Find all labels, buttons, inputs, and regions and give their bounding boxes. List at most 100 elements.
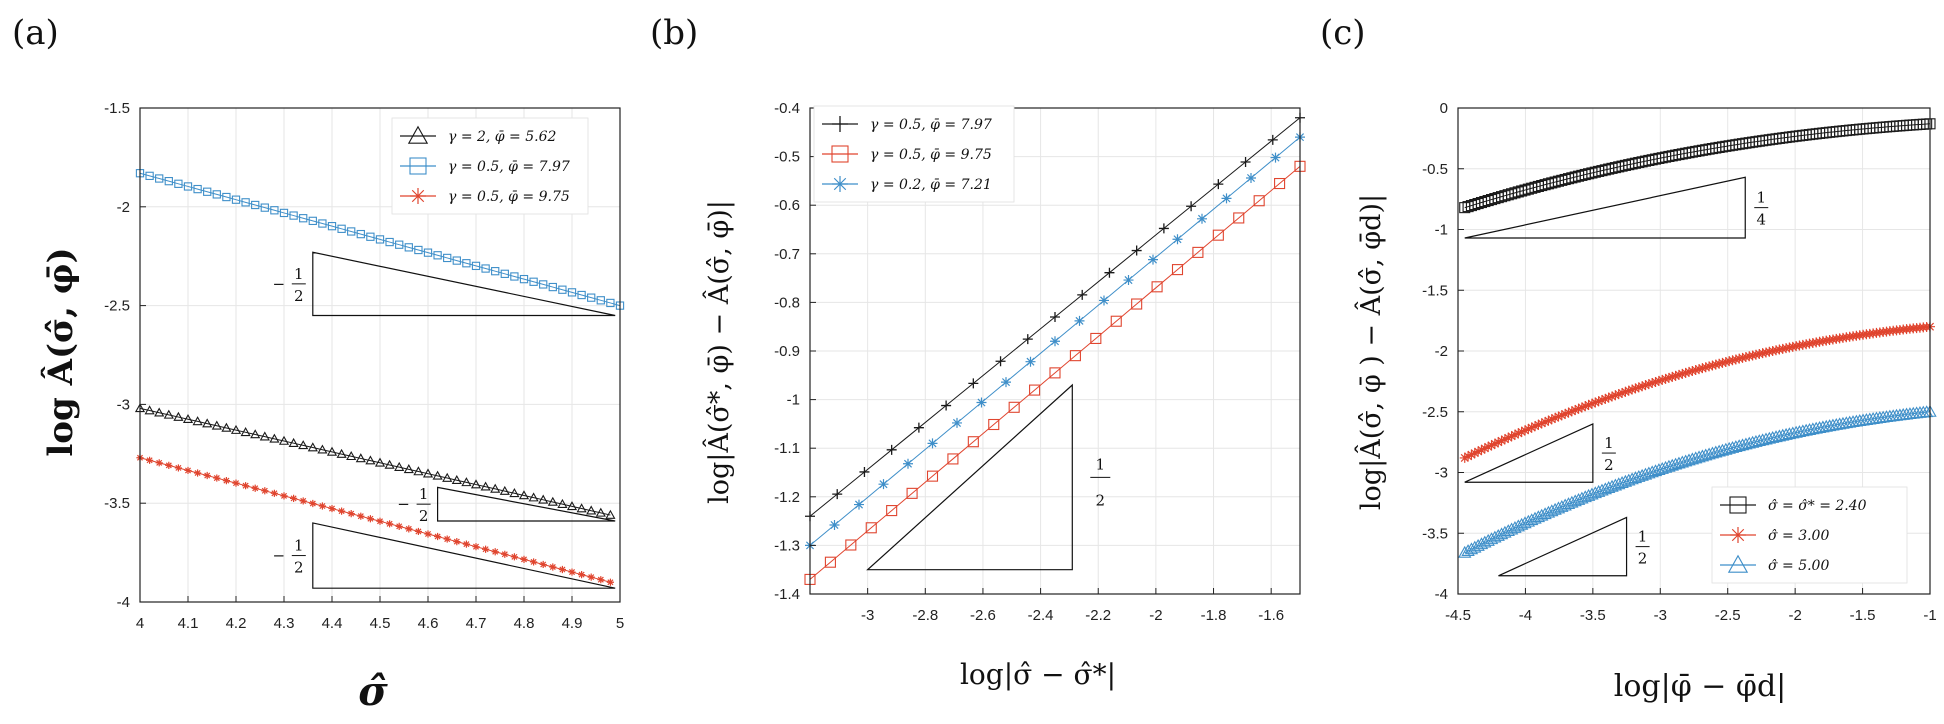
data-point (318, 502, 326, 510)
data-point (988, 418, 1000, 431)
data-point (878, 479, 889, 490)
x-tick-label: -2.2 (1085, 607, 1111, 624)
data-point (336, 448, 347, 458)
data-point (403, 464, 414, 474)
x-tick-label: 4.2 (226, 615, 247, 632)
data-point (1513, 428, 1524, 439)
data-point (203, 187, 212, 196)
data-point (470, 479, 482, 489)
legend-label: γ = 0.5, φ̄ = 9.75 (870, 147, 992, 163)
x-tick-label: 4.6 (418, 615, 439, 632)
data-point (1484, 532, 1499, 545)
data-point (1186, 201, 1197, 212)
data-point (1498, 525, 1512, 538)
data-point (1172, 234, 1183, 245)
data-point (347, 227, 356, 236)
data-point (1468, 540, 1482, 553)
data-point (926, 470, 939, 482)
data-point (261, 487, 269, 495)
data-point (278, 435, 290, 445)
data-point (270, 206, 279, 215)
data-point (1730, 354, 1741, 365)
data-point (491, 267, 500, 276)
y-tick-label: -2.5 (1422, 404, 1448, 421)
data-point (557, 498, 568, 508)
x-tick-label: 4.1 (178, 615, 199, 632)
legend-marker (1727, 554, 1749, 573)
data-point (183, 182, 193, 191)
data-point (386, 520, 394, 528)
data-point (1474, 537, 1489, 550)
legend-marker (1729, 496, 1747, 514)
data-point (338, 507, 346, 515)
data-point (414, 245, 423, 255)
data-point (376, 517, 384, 525)
y-tick-label: -1.4 (774, 586, 800, 603)
data-point (259, 431, 270, 441)
data-point (1486, 440, 1497, 451)
x-tick-label: -4.5 (1445, 607, 1471, 624)
slope-numerator: 1 (419, 485, 429, 503)
data-point (461, 477, 472, 487)
data-point (547, 496, 558, 506)
data-point (1570, 404, 1581, 415)
plot-area-b (804, 112, 1306, 585)
data-point (605, 509, 616, 519)
data-point (269, 433, 280, 443)
data-point (1148, 254, 1158, 265)
data-point (1727, 355, 1738, 366)
data-point (1653, 375, 1664, 386)
data-point (384, 459, 395, 469)
data-point (1734, 353, 1745, 364)
data-point (1667, 371, 1678, 382)
x-tick-label: -2 (1149, 607, 1162, 624)
legend-label: γ = 0.5, φ̄ = 7.97 (448, 159, 570, 175)
data-point (1479, 443, 1490, 454)
data-point (1700, 362, 1711, 373)
data-point (394, 461, 405, 471)
data-point (539, 560, 547, 569)
data-point (1077, 289, 1088, 300)
data-point (1744, 351, 1755, 362)
data-point (1528, 511, 1542, 524)
data-point (1724, 356, 1735, 367)
data-point (1506, 431, 1517, 442)
data-point (558, 285, 567, 294)
legend-label: σ̂ = 5.00 (1768, 558, 1829, 574)
data-point (1794, 340, 1805, 351)
data-point (481, 264, 490, 273)
data-point (203, 471, 211, 480)
data-point (1267, 134, 1278, 145)
data-point (1690, 365, 1701, 376)
data-point (1473, 446, 1484, 457)
plot-area-a (134, 169, 625, 586)
x-tick-label: 4.3 (274, 615, 295, 632)
data-point (240, 427, 251, 437)
data-point (1541, 505, 1556, 518)
data-point (1613, 389, 1624, 400)
data-point (1617, 387, 1628, 398)
y-tick-label: -1.5 (104, 100, 130, 117)
y-tick-label: -3 (117, 396, 130, 413)
y-tick-label: -0.5 (774, 149, 800, 166)
data-point (290, 494, 298, 503)
data-point (414, 527, 422, 536)
y-tick-label: -3 (1435, 465, 1448, 482)
y-tick-label: -0.6 (774, 197, 800, 214)
data-point (289, 211, 298, 220)
data-point (462, 259, 471, 268)
data-point (1530, 421, 1541, 432)
data-point (299, 497, 307, 505)
data-point (174, 464, 182, 472)
data-point (1774, 344, 1785, 355)
x-tick-label: -1.6 (1258, 607, 1284, 624)
data-point (491, 548, 499, 556)
data-point (1787, 341, 1798, 352)
data-point (597, 576, 605, 584)
data-point (432, 470, 443, 480)
data-point (374, 457, 386, 467)
data-point (578, 571, 586, 579)
data-point (1660, 373, 1671, 384)
data-point (1509, 429, 1520, 440)
data-point (251, 200, 260, 210)
